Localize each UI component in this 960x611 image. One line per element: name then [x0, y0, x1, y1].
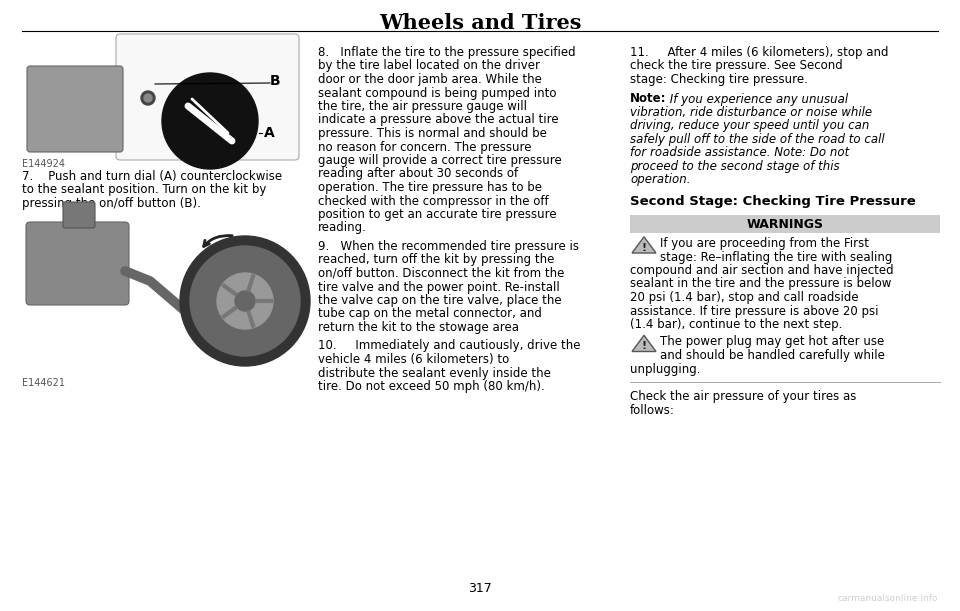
Text: A: A: [264, 126, 275, 140]
Text: 11.     After 4 miles (6 kilometers), stop and: 11. After 4 miles (6 kilometers), stop a…: [630, 46, 889, 59]
Text: follows:: follows:: [630, 403, 675, 417]
Text: 20 psi (1.4 bar), stop and call roadside: 20 psi (1.4 bar), stop and call roadside: [630, 291, 858, 304]
Text: position to get an accurate tire pressure: position to get an accurate tire pressur…: [318, 208, 557, 221]
Text: Note:: Note:: [630, 92, 666, 106]
Text: the valve cap on the tire valve, place the: the valve cap on the tire valve, place t…: [318, 294, 562, 307]
Text: return the kit to the stowage area: return the kit to the stowage area: [318, 321, 519, 334]
Text: unplugging.: unplugging.: [630, 362, 701, 376]
Text: sealant in the tire and the pressure is below: sealant in the tire and the pressure is …: [630, 277, 892, 290]
Text: distribute the sealant evenly inside the: distribute the sealant evenly inside the: [318, 367, 551, 379]
Circle shape: [235, 291, 255, 311]
Text: 317: 317: [468, 582, 492, 595]
Text: operation.: operation.: [630, 174, 690, 186]
Text: E144924: E144924: [22, 159, 65, 169]
Text: to the sealant position. Turn on the kit by: to the sealant position. Turn on the kit…: [22, 183, 266, 197]
FancyBboxPatch shape: [26, 222, 129, 305]
Text: 8.   Inflate the tire to the pressure specified: 8. Inflate the tire to the pressure spec…: [318, 46, 576, 59]
Text: pressure. This is normal and should be: pressure. This is normal and should be: [318, 127, 547, 140]
Text: 7.    Push and turn dial (A) counterclockwise: 7. Push and turn dial (A) counterclockwi…: [22, 170, 282, 183]
Text: !: !: [641, 341, 647, 351]
Text: sealant compound is being pumped into: sealant compound is being pumped into: [318, 87, 557, 100]
FancyBboxPatch shape: [116, 34, 299, 160]
Text: no reason for concern. The pressure: no reason for concern. The pressure: [318, 141, 532, 153]
Polygon shape: [632, 335, 656, 351]
Text: stage: Re–inflating the tire with sealing: stage: Re–inflating the tire with sealin…: [660, 251, 893, 263]
FancyBboxPatch shape: [27, 66, 123, 152]
Text: vibration, ride disturbance or noise while: vibration, ride disturbance or noise whi…: [630, 106, 872, 119]
Text: !: !: [641, 243, 647, 252]
Text: vehicle 4 miles (6 kilometers) to: vehicle 4 miles (6 kilometers) to: [318, 353, 509, 366]
Text: Second Stage: Checking Tire Pressure: Second Stage: Checking Tire Pressure: [630, 195, 916, 208]
FancyBboxPatch shape: [630, 215, 940, 233]
Text: WARNINGS: WARNINGS: [747, 218, 824, 230]
Text: reached, turn off the kit by pressing the: reached, turn off the kit by pressing th…: [318, 254, 554, 266]
Text: stage: Checking tire pressure.: stage: Checking tire pressure.: [630, 73, 808, 86]
Text: Wheels and Tires: Wheels and Tires: [379, 13, 581, 33]
Circle shape: [162, 73, 258, 169]
Text: reading after about 30 seconds of: reading after about 30 seconds of: [318, 167, 518, 180]
Text: the tire, the air pressure gauge will: the tire, the air pressure gauge will: [318, 100, 527, 113]
Text: reading.: reading.: [318, 222, 367, 235]
Text: E144621: E144621: [22, 378, 65, 388]
Text: pressing the on/off button (B).: pressing the on/off button (B).: [22, 197, 201, 210]
Polygon shape: [632, 237, 656, 253]
Text: assistance. If tire pressure is above 20 psi: assistance. If tire pressure is above 20…: [630, 304, 878, 318]
Circle shape: [141, 91, 155, 105]
Text: Check the air pressure of your tires as: Check the air pressure of your tires as: [630, 390, 856, 403]
Circle shape: [217, 273, 273, 329]
Text: on/off button. Disconnect the kit from the: on/off button. Disconnect the kit from t…: [318, 267, 564, 280]
Text: tire valve and the power point. Re-install: tire valve and the power point. Re-insta…: [318, 280, 560, 293]
Text: gauge will provide a correct tire pressure: gauge will provide a correct tire pressu…: [318, 154, 562, 167]
Text: by the tire label located on the driver: by the tire label located on the driver: [318, 59, 540, 73]
Text: If you experience any unusual: If you experience any unusual: [666, 92, 848, 106]
Text: checked with the compressor in the off: checked with the compressor in the off: [318, 194, 548, 208]
Text: If you are proceeding from the First: If you are proceeding from the First: [660, 237, 869, 250]
Text: door or the door jamb area. While the: door or the door jamb area. While the: [318, 73, 541, 86]
Circle shape: [180, 236, 310, 366]
Text: check the tire pressure. See Second: check the tire pressure. See Second: [630, 59, 843, 73]
Text: B: B: [270, 74, 280, 88]
Text: (1.4 bar), continue to the next step.: (1.4 bar), continue to the next step.: [630, 318, 842, 331]
Text: and should be handled carefully while: and should be handled carefully while: [660, 349, 885, 362]
Text: for roadside assistance. Note: Do not: for roadside assistance. Note: Do not: [630, 147, 850, 159]
Text: compound and air section and have injected: compound and air section and have inject…: [630, 264, 894, 277]
Text: tube cap on the metal connector, and: tube cap on the metal connector, and: [318, 307, 541, 321]
Text: proceed to the second stage of this: proceed to the second stage of this: [630, 160, 840, 173]
Circle shape: [190, 246, 300, 356]
Text: safely pull off to the side of the road to call: safely pull off to the side of the road …: [630, 133, 884, 146]
Text: The power plug may get hot after use: The power plug may get hot after use: [660, 335, 884, 348]
Circle shape: [144, 94, 152, 102]
Text: 9.   When the recommended tire pressure is: 9. When the recommended tire pressure is: [318, 240, 579, 253]
Text: indicate a pressure above the actual tire: indicate a pressure above the actual tir…: [318, 114, 559, 126]
FancyBboxPatch shape: [22, 191, 307, 376]
Text: operation. The tire pressure has to be: operation. The tire pressure has to be: [318, 181, 542, 194]
Text: driving, reduce your speed until you can: driving, reduce your speed until you can: [630, 120, 870, 133]
Text: carmanualsonline.info: carmanualsonline.info: [837, 594, 938, 603]
Text: 10.     Immediately and cautiously, drive the: 10. Immediately and cautiously, drive th…: [318, 340, 581, 353]
FancyBboxPatch shape: [63, 202, 95, 228]
Text: tire. Do not exceed 50 mph (80 km/h).: tire. Do not exceed 50 mph (80 km/h).: [318, 380, 544, 393]
